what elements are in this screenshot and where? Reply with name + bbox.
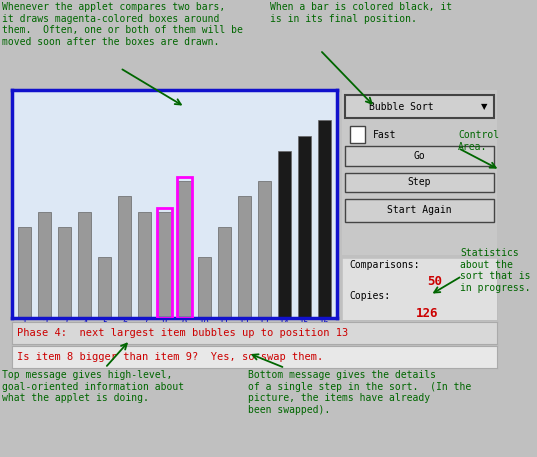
Bar	[118, 197, 131, 318]
Bar	[345, 146, 494, 166]
Text: Phase 4:  next largest item bubbles up to position 13: Phase 4: next largest item bubbles up to…	[17, 328, 348, 338]
Bar	[345, 95, 494, 118]
Bar	[158, 212, 171, 318]
Bar	[177, 177, 192, 318]
Bar	[178, 181, 191, 318]
Text: Copies:: Copies:	[350, 292, 391, 302]
Text: Bubble Sort: Bubble Sort	[368, 101, 433, 112]
Bar	[350, 126, 365, 143]
Bar	[18, 227, 32, 318]
Bar	[198, 257, 211, 318]
Bar	[39, 212, 52, 318]
Bar	[238, 197, 251, 318]
Text: ▼: ▼	[481, 102, 488, 111]
Bar	[59, 227, 71, 318]
Bar	[297, 136, 310, 318]
Text: Is item 8 bigger than item 9?  Yes, so swap them.: Is item 8 bigger than item 9? Yes, so sw…	[17, 352, 323, 362]
Bar	[317, 120, 330, 318]
Text: When a bar is colored black, it
is in its final position.: When a bar is colored black, it is in it…	[270, 2, 452, 24]
Text: Fast: Fast	[373, 129, 396, 139]
Text: Step: Step	[408, 177, 431, 187]
Text: Top message gives high-level,
goal-oriented information about
what the applet is: Top message gives high-level, goal-orien…	[2, 370, 184, 403]
Text: Statistics
about the
sort that is
in progress.: Statistics about the sort that is in pro…	[460, 248, 531, 293]
Bar	[138, 212, 151, 318]
Text: Start Again: Start Again	[387, 206, 452, 215]
Text: Go: Go	[413, 151, 425, 161]
Text: Comparisons:: Comparisons:	[350, 260, 420, 271]
Bar	[157, 208, 172, 318]
Text: Control
Area.: Control Area.	[458, 130, 499, 152]
Bar	[218, 227, 231, 318]
Text: Whenever the applet compares two bars,
it draws magenta-colored boxes around
the: Whenever the applet compares two bars, i…	[2, 2, 243, 47]
Bar	[78, 212, 91, 318]
Text: Bottom message gives the details
of a single step in the sort.  (In the
picture,: Bottom message gives the details of a si…	[248, 370, 471, 415]
Bar	[98, 257, 111, 318]
Text: 126: 126	[416, 307, 439, 320]
Text: Temp: Temp	[160, 345, 188, 358]
Bar	[258, 181, 271, 318]
Bar	[278, 151, 291, 318]
Bar	[345, 172, 494, 192]
Text: 50: 50	[427, 275, 442, 288]
Bar	[345, 199, 494, 222]
